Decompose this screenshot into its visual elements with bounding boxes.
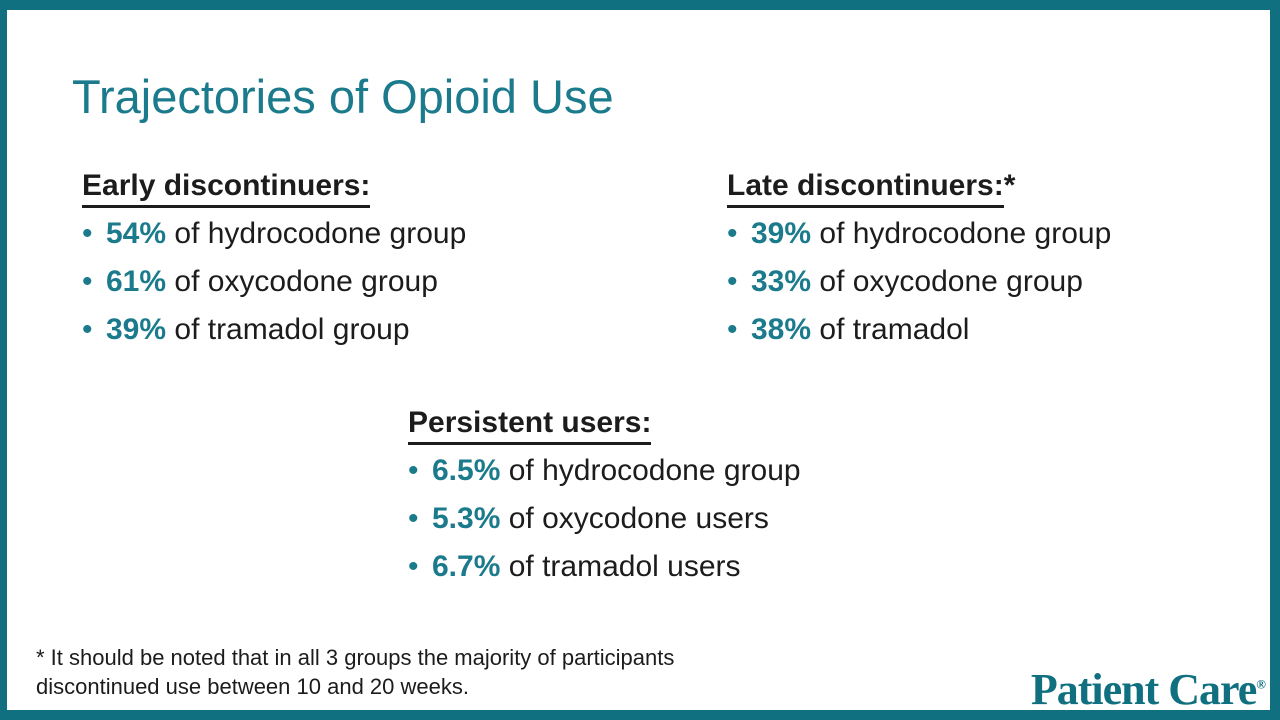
bullet-item: 39% of hydrocodone group [727, 210, 1267, 258]
section-heading-persistent-text: Persistent users: [408, 404, 652, 445]
registered-trademark-icon: ® [1256, 676, 1266, 692]
percentage-value: 5.3% [432, 502, 501, 535]
bullet-text: of oxycodone group [166, 265, 438, 298]
bullet-text: of hydrocodone group [166, 217, 467, 250]
percentage-value: 39% [751, 217, 812, 250]
bullet-list-persistent: 6.5% of hydrocodone group 5.3% of oxycod… [408, 447, 968, 591]
section-heading-early-text: Early discontinuers: [82, 167, 371, 208]
bullet-item: 6.5% of hydrocodone group [408, 447, 968, 495]
bullet-text: of hydrocodone group [811, 217, 1112, 250]
percentage-value: 33% [751, 265, 812, 298]
bullet-list-late: 39% of hydrocodone group 33% of oxycodon… [727, 210, 1267, 354]
section-persistent-users: Persistent users: 6.5% of hydrocodone gr… [408, 399, 968, 591]
section-heading-late: Late discontinuers:* [727, 162, 1267, 210]
bullet-item: 54% of hydrocodone group [82, 210, 642, 258]
section-early-discontinuers: Early discontinuers: 54% of hydrocodone … [82, 162, 642, 354]
section-late-discontinuers: Late discontinuers:* 39% of hydrocodone … [727, 162, 1267, 354]
logo-text: Patient Care [1030, 665, 1257, 714]
patient-care-logo: Patient Care® [1030, 665, 1266, 714]
percentage-value: 38% [751, 313, 812, 346]
percentage-value: 54% [106, 217, 167, 250]
bullet-text: of tramadol [811, 313, 970, 346]
section-heading-persistent: Persistent users: [408, 399, 968, 447]
footnote-line-1: * It should be noted that in all 3 group… [36, 645, 675, 670]
percentage-value: 39% [106, 313, 167, 346]
bullet-item: 38% of tramadol [727, 306, 1267, 354]
percentage-value: 6.7% [432, 550, 501, 583]
bullet-text: of tramadol group [166, 313, 410, 346]
bullet-item: 33% of oxycodone group [727, 258, 1267, 306]
bullet-item: 39% of tramadol group [82, 306, 642, 354]
percentage-value: 6.5% [432, 454, 501, 487]
bullet-item: 61% of oxycodone group [82, 258, 642, 306]
section-heading-late-text: Late discontinuers: [727, 167, 1004, 208]
bullet-item: 6.7% of tramadol users [408, 543, 968, 591]
bullet-text: of oxycodone group [811, 265, 1083, 298]
bullet-list-early: 54% of hydrocodone group 61% of oxycodon… [82, 210, 642, 354]
bullet-text: of hydrocodone group [500, 454, 801, 487]
footnote: * It should be noted that in all 3 group… [36, 643, 674, 701]
bullet-text: of oxycodone users [500, 502, 769, 535]
bullet-item: 5.3% of oxycodone users [408, 495, 968, 543]
bullet-text: of tramadol users [500, 550, 741, 583]
section-heading-early: Early discontinuers: [82, 162, 642, 210]
section-heading-late-suffix: * [1003, 169, 1016, 202]
percentage-value: 61% [106, 265, 167, 298]
footnote-line-2: discontinued use between 10 and 20 weeks… [36, 674, 469, 699]
slide-title: Trajectories of Opioid Use [72, 70, 614, 123]
